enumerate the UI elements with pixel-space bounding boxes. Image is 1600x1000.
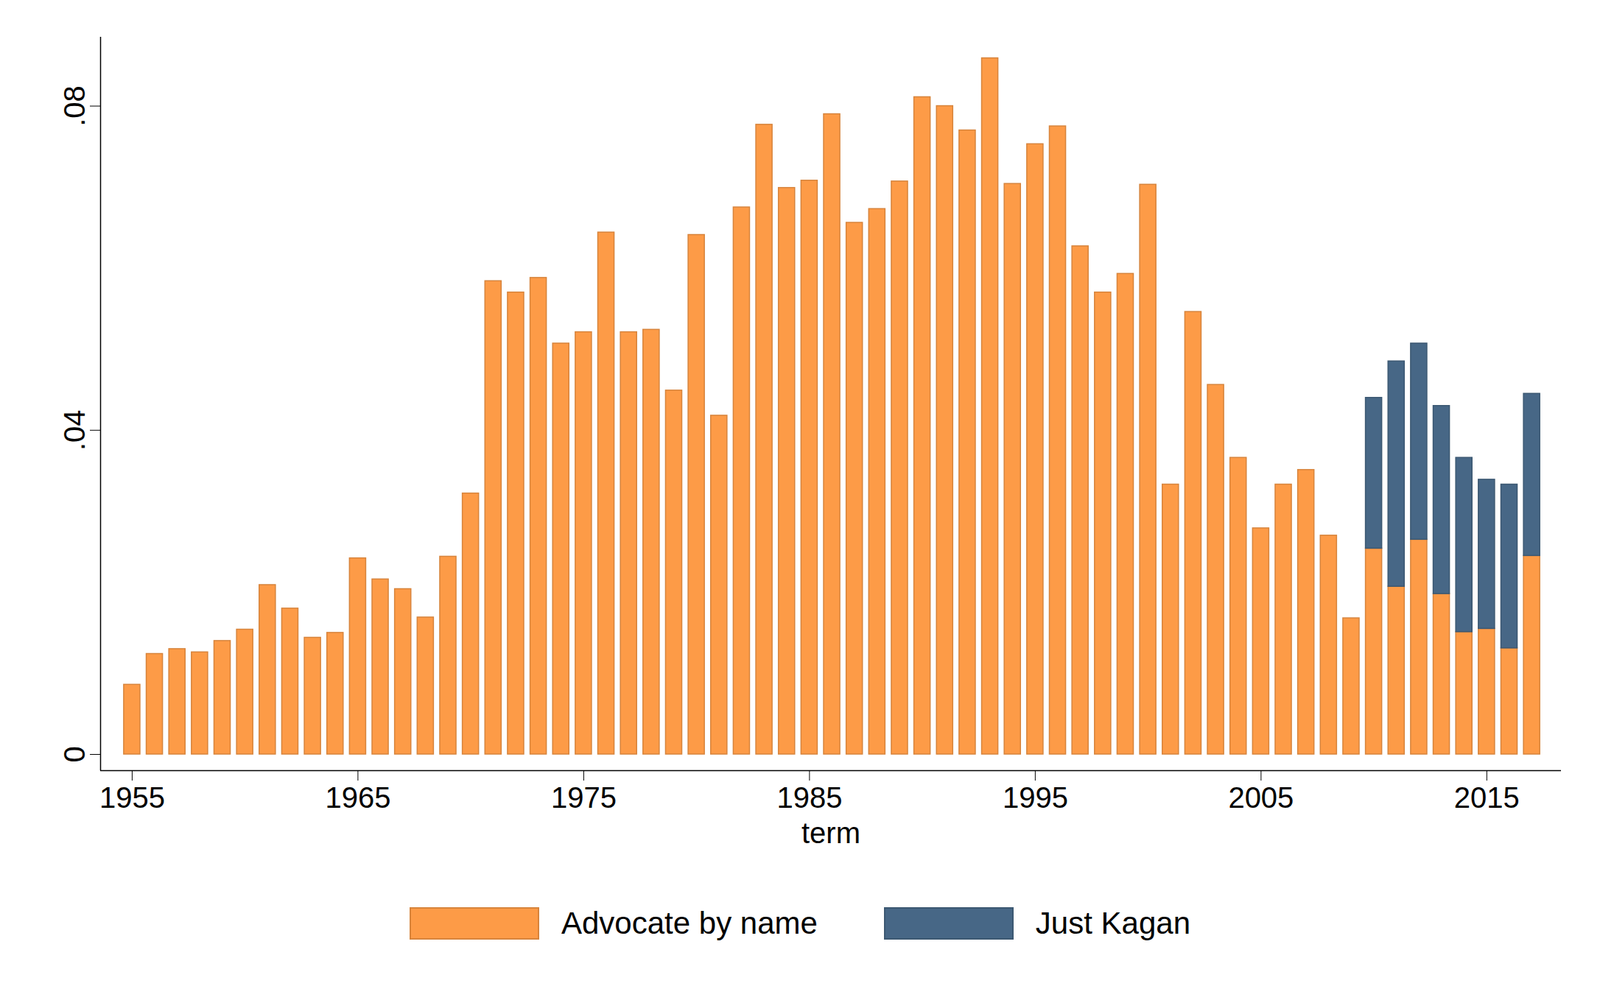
svg-text:term: term	[801, 816, 861, 850]
svg-text:1975: 1975	[551, 781, 617, 814]
svg-text:1965: 1965	[324, 781, 391, 814]
html-text:Just Kagan: Just Kagan	[1035, 906, 1191, 941]
svg-text:1985: 1985	[776, 781, 842, 814]
svg-text:1955: 1955	[99, 781, 166, 814]
svg-text:1995: 1995	[1002, 781, 1069, 814]
svg-text:2015: 2015	[1454, 781, 1520, 814]
svg-text:2005: 2005	[1227, 781, 1294, 814]
html-text:Advocate by name: Advocate by name	[561, 906, 818, 941]
svg-text:0: 0	[58, 746, 91, 763]
svg-text:.04: .04	[58, 409, 91, 451]
svg-text:.08: .08	[58, 85, 91, 127]
